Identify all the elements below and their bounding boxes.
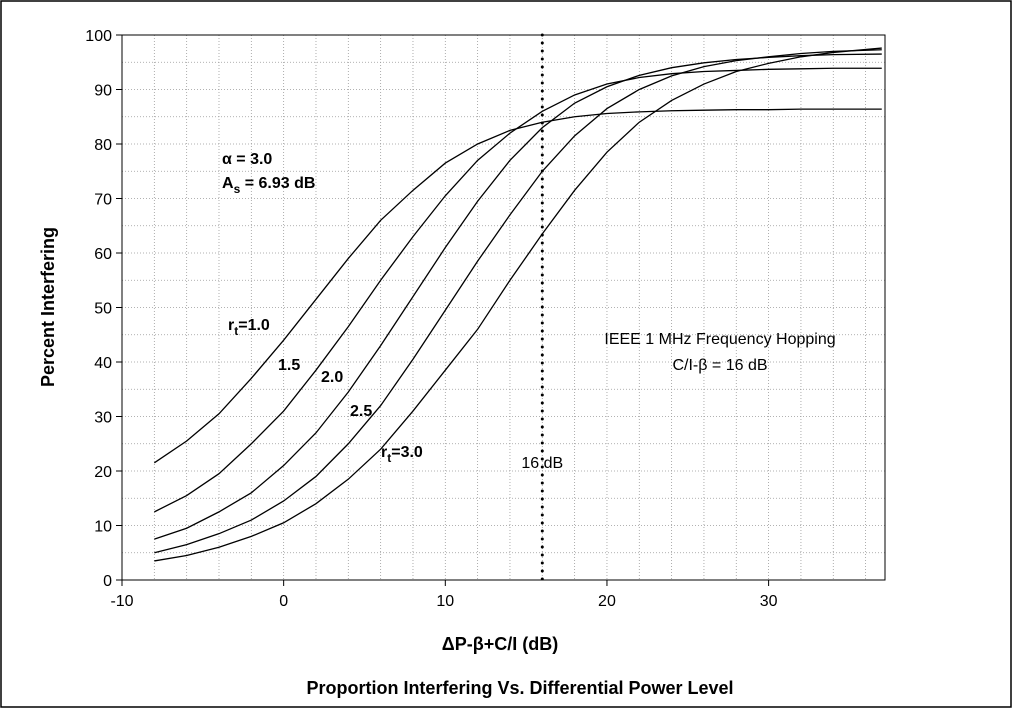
plot-area: [121, 34, 886, 581]
y-tick-label: 90: [94, 83, 112, 100]
curve-label-part: =3.0: [391, 444, 423, 461]
reference-label: 16 dB: [521, 455, 563, 472]
y-axis-label: Percent Interfering: [38, 227, 58, 387]
curve-label-subscript: t: [234, 324, 238, 338]
y-tick-label: 80: [94, 137, 112, 154]
curve-label: 2.5: [350, 403, 372, 420]
curve-label-part: r: [228, 317, 234, 334]
annotation-part: A: [222, 175, 234, 192]
annotation: IEEE 1 MHz Frequency Hopping: [604, 331, 835, 348]
series-line: [154, 53, 882, 540]
x-tick-label: -10: [110, 593, 133, 610]
chart-title: Proportion Interfering Vs. Differential …: [306, 678, 733, 698]
curve-label: 1.5: [278, 357, 300, 374]
annotations: α = 3.0 As = 6.93 dB rt=1.0 1.5 2.0 2.5 …: [222, 151, 836, 465]
x-tick-label: 0: [279, 593, 288, 610]
annotation: As = 6.93 dB: [222, 175, 315, 196]
curve-label: rt=3.0: [381, 444, 423, 465]
y-tick-label: 60: [94, 246, 112, 263]
curve-label-part: r: [381, 444, 387, 461]
annotation-part: = 6.93 dB: [240, 175, 315, 192]
series-line: [154, 67, 882, 513]
annotation-subscript: s: [234, 182, 241, 196]
y-tick-label: 20: [94, 464, 112, 481]
y-tick-label: 30: [94, 410, 112, 427]
curve-label-part: =1.0: [238, 317, 270, 334]
y-tick-label: 40: [94, 355, 112, 372]
y-tick-label: 10: [94, 519, 112, 536]
annotation: C/I-β = 16 dB: [672, 357, 767, 374]
x-tick-label: 10: [436, 593, 454, 610]
y-tick-label: 0: [103, 573, 112, 590]
curve-label: 2.0: [321, 369, 343, 386]
curve-label-subscript: t: [387, 451, 391, 465]
series-line: [153, 108, 882, 464]
annotation: α = 3.0: [222, 151, 272, 168]
y-tick-label: 50: [94, 301, 112, 318]
series-line: [154, 47, 882, 562]
series-line: [154, 49, 882, 554]
y-tick-label: 100: [85, 28, 112, 45]
x-axis-label: ΔP-β+C/I (dB): [442, 634, 558, 654]
x-tick-label: 30: [760, 593, 778, 610]
x-tick-label: 20: [598, 593, 616, 610]
y-tick-label: 70: [94, 192, 112, 209]
curve-label: rt=1.0: [228, 317, 270, 338]
